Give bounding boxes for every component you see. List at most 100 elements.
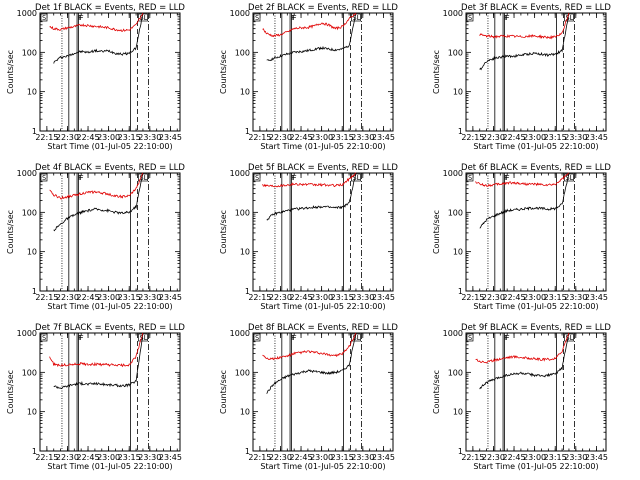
y-tick-label: 1 bbox=[458, 287, 463, 296]
y-tick-label: 1000 bbox=[230, 329, 250, 338]
flag-mid: F bbox=[79, 334, 83, 342]
y-tick-label: 1 bbox=[245, 287, 250, 296]
y-tick-label: 1 bbox=[32, 447, 37, 456]
y-tick-label: 100 bbox=[448, 48, 463, 57]
x-tick-label: 23:45 bbox=[159, 293, 182, 302]
flag-mid: F bbox=[504, 174, 508, 182]
x-axis-label: Start Time (01-Jul-05 22:10:00) bbox=[473, 142, 598, 151]
plot-frame bbox=[252, 172, 394, 292]
series-line-black bbox=[479, 172, 570, 229]
series-line-red bbox=[49, 332, 144, 368]
panel-9: Det 9f BLACK = Events, RED = LLD 1 10 100 10… bbox=[432, 323, 611, 471]
y-axis-label: Counts/sec bbox=[6, 50, 15, 94]
y-tick-label: 1000 bbox=[17, 329, 37, 338]
x-tick-label: 23:45 bbox=[159, 133, 182, 142]
flag-mid: F bbox=[79, 14, 83, 22]
series-line-black bbox=[266, 172, 357, 221]
x-axis-label: Start Time (01-Jul-05 22:10:00) bbox=[260, 142, 385, 151]
x-tick-label: 23:00 bbox=[310, 133, 333, 142]
flag-right: SL bbox=[565, 334, 573, 342]
flag-box-left bbox=[40, 333, 48, 342]
flag-left: S bbox=[468, 334, 472, 342]
flag-box-left bbox=[253, 173, 261, 182]
x-tick-label: 22:30 bbox=[482, 133, 505, 142]
x-tick-label: 23:00 bbox=[97, 133, 120, 142]
x-tick-label: 22:15 bbox=[248, 293, 271, 302]
flag-mid: F bbox=[79, 174, 83, 182]
y-tick-label: 1 bbox=[245, 127, 250, 136]
x-tick-label: 22:45 bbox=[77, 133, 100, 142]
x-tick-label: 22:15 bbox=[35, 133, 58, 142]
y-tick-label: 100 bbox=[22, 368, 37, 377]
flag-mid: F bbox=[292, 14, 296, 22]
series-line-red bbox=[49, 12, 144, 32]
flag-left: S bbox=[255, 14, 259, 22]
plot-frame bbox=[465, 12, 607, 132]
x-tick-label: 23:45 bbox=[159, 453, 182, 462]
series-line-red bbox=[479, 12, 570, 40]
flag-box-left bbox=[253, 333, 261, 342]
x-tick-label: 23:30 bbox=[138, 453, 161, 462]
series-line-red bbox=[262, 12, 357, 38]
flag-left: S bbox=[42, 14, 46, 22]
x-tick-label: 23:00 bbox=[310, 293, 333, 302]
panel-title: Det 5f BLACK = Events, RED = LLD bbox=[248, 163, 398, 173]
y-axis-label: Counts/sec bbox=[6, 210, 15, 254]
x-tick-label: 23:30 bbox=[351, 133, 374, 142]
x-tick-label: 22:30 bbox=[269, 293, 292, 302]
flag-left: S bbox=[255, 334, 259, 342]
plot-frame bbox=[39, 12, 181, 132]
flag-box-left bbox=[40, 173, 48, 182]
flag-left: S bbox=[42, 334, 46, 342]
y-tick-label: 10 bbox=[27, 248, 37, 257]
panel-6: Det 6f BLACK = Events, RED = LLD 1 10 100 10… bbox=[432, 163, 611, 311]
x-tick-label: 22:30 bbox=[56, 453, 79, 462]
y-tick-label: 1 bbox=[32, 287, 37, 296]
x-tick-label: 22:30 bbox=[56, 133, 79, 142]
series-line-black bbox=[53, 332, 144, 390]
plot-frame bbox=[252, 12, 394, 132]
y-tick-label: 1000 bbox=[17, 9, 37, 18]
x-axis-label: Start Time (01-Jul-05 22:10:00) bbox=[47, 302, 172, 311]
x-tick-label: 23:15 bbox=[544, 453, 567, 462]
y-tick-label: 10 bbox=[27, 408, 37, 417]
x-tick-label: 23:45 bbox=[585, 293, 608, 302]
x-axis-label: Start Time (01-Jul-05 22:10:00) bbox=[473, 302, 598, 311]
panel-title: Det 3f BLACK = Events, RED = LLD bbox=[461, 3, 611, 13]
x-tick-label: 23:15 bbox=[118, 453, 141, 462]
y-tick-label: 100 bbox=[22, 48, 37, 57]
x-tick-label: 22:45 bbox=[77, 453, 100, 462]
series-line-black bbox=[479, 332, 570, 390]
y-tick-label: 1000 bbox=[443, 329, 463, 338]
series-line-black bbox=[53, 172, 144, 232]
flag-mid: F bbox=[78, 334, 82, 342]
y-axis-label: Counts/sec bbox=[6, 370, 15, 414]
x-tick-label: 23:00 bbox=[523, 133, 546, 142]
y-tick-label: 100 bbox=[22, 208, 37, 217]
x-tick-label: 22:15 bbox=[461, 293, 484, 302]
y-tick-label: 1000 bbox=[230, 9, 250, 18]
flag-mid: F bbox=[504, 14, 508, 22]
panel-3: Det 3f BLACK = Events, RED = LLD 1 10 100 10… bbox=[432, 3, 611, 151]
flag-mid: F bbox=[78, 174, 82, 182]
x-tick-label: 23:30 bbox=[138, 293, 161, 302]
x-tick-label: 23:00 bbox=[97, 293, 120, 302]
plot-frame bbox=[252, 332, 394, 452]
series-line-red bbox=[475, 332, 570, 364]
panel-title: Det 1f BLACK = Events, RED = LLD bbox=[35, 3, 185, 13]
panel-title: Det 4f BLACK = Events, RED = LLD bbox=[35, 163, 185, 173]
x-tick-label: 22:30 bbox=[482, 453, 505, 462]
x-tick-label: 23:30 bbox=[138, 133, 161, 142]
plot-frame bbox=[465, 172, 607, 292]
x-tick-label: 23:15 bbox=[331, 453, 354, 462]
flag-mid: F bbox=[504, 334, 508, 342]
y-tick-label: 1 bbox=[32, 127, 37, 136]
x-tick-label: 22:45 bbox=[503, 453, 526, 462]
series-line-black bbox=[479, 12, 570, 71]
x-tick-label: 23:15 bbox=[544, 133, 567, 142]
x-axis-label: Start Time (01-Jul-05 22:10:00) bbox=[473, 462, 598, 471]
panel-1: Det 1f BLACK = Events, RED = LLD 1 10 100 10… bbox=[6, 3, 185, 151]
panel-5: Det 5f BLACK = Events, RED = LLD 1 10 100 10… bbox=[219, 163, 398, 311]
x-tick-label: 22:15 bbox=[248, 133, 271, 142]
flag-right: SL bbox=[565, 14, 573, 22]
